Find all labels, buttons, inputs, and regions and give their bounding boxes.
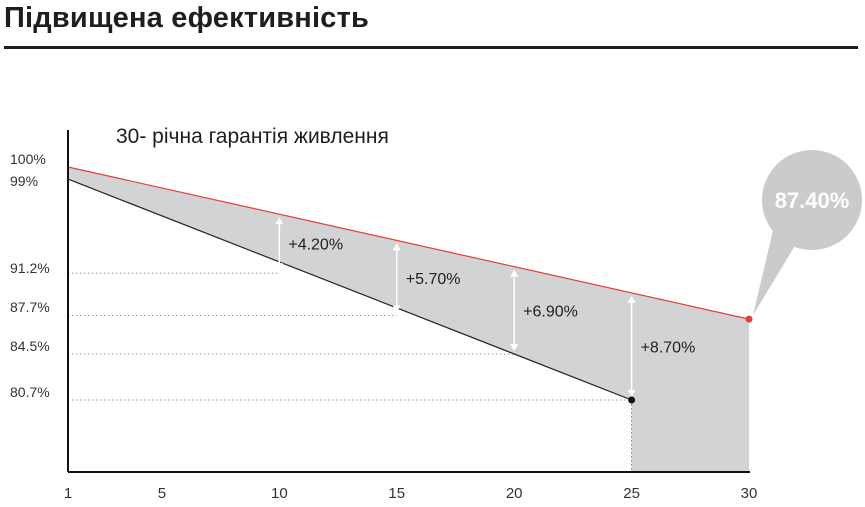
gain-label: +6.90% — [523, 303, 578, 320]
gain-arrow-head-up — [392, 243, 401, 251]
x-tick-label: 5 — [158, 485, 166, 502]
gain-arrow — [510, 269, 519, 352]
title-divider — [4, 46, 858, 49]
gain-arrow-head-up — [627, 295, 636, 303]
x-tick-label: 25 — [623, 485, 640, 502]
y-tick-label: 80.7% — [10, 384, 50, 400]
series-end-marker-upper — [745, 315, 753, 323]
gain-arrow — [627, 295, 636, 397]
y-tick-label: 100% — [10, 151, 46, 167]
gain-label: +5.70% — [406, 271, 461, 288]
callout-pointer — [753, 226, 796, 316]
gain-arrow — [392, 243, 401, 313]
gain-arrow-head-down — [392, 305, 401, 313]
x-tick-label: 15 — [388, 485, 405, 502]
x-tick-label: 1 — [64, 485, 72, 502]
gain-arrow — [275, 217, 284, 271]
y-tick-label: 91.2% — [10, 260, 50, 276]
y-tick-label: 87.7% — [10, 299, 50, 315]
callout-label: 87.40% — [775, 188, 850, 213]
x-tick-label: 10 — [271, 485, 288, 502]
y-tick-label: 99% — [10, 173, 38, 189]
gain-area — [68, 167, 749, 472]
series-end-marker-lower — [628, 396, 636, 404]
gain-arrow-head-up — [275, 217, 284, 225]
x-tick-label: 20 — [506, 485, 523, 502]
gain-label: +4.20% — [288, 237, 343, 254]
gain-label: +8.70% — [641, 339, 696, 356]
series-line-lower — [67, 178, 632, 401]
gain-arrow-head-up — [510, 269, 519, 277]
page-title: Підвищена ефективність — [4, 2, 370, 34]
x-tick-label: 30 — [741, 485, 758, 502]
chart-title: 30- річна гарантія живлення — [116, 125, 389, 148]
series-line-upper — [67, 166, 750, 320]
gain-arrow-head-down — [275, 263, 284, 271]
callout-bubble — [762, 150, 862, 250]
value-callout: 87.40% — [753, 150, 862, 316]
gain-arrow-head-down — [627, 390, 636, 397]
gain-arrow-head-down — [510, 344, 519, 352]
y-tick-label: 84.5% — [10, 338, 50, 354]
